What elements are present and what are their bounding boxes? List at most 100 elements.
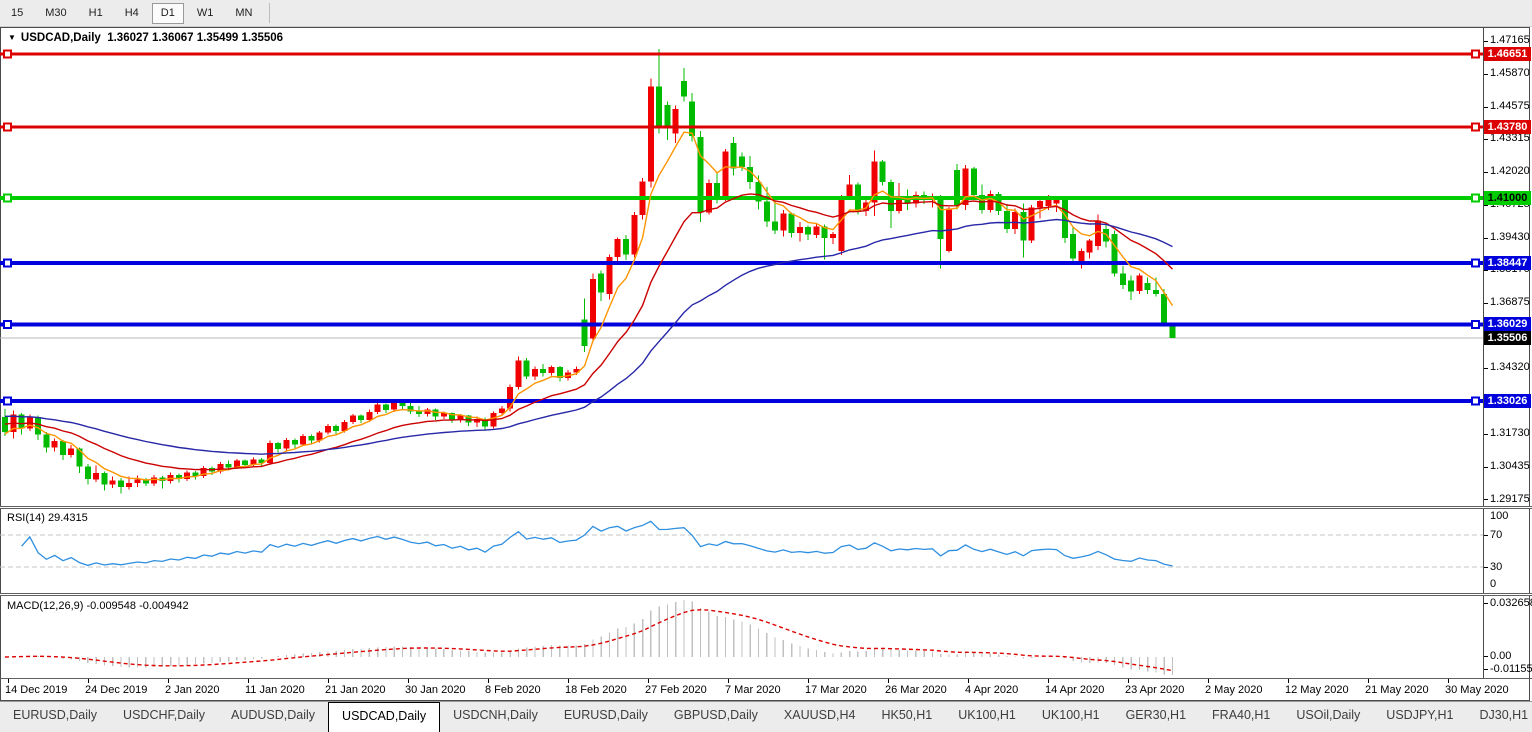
indicator-axis-tick: [1484, 603, 1488, 604]
price-axis-label: 1.31730: [1490, 427, 1530, 439]
price-axis-label: 1.30435: [1490, 460, 1530, 472]
hline-handle[interactable]: [1471, 193, 1480, 203]
date-axis-label: 30 Jan 2020: [405, 684, 466, 696]
date-axis-tick: [968, 679, 969, 683]
hline-handle[interactable]: [1471, 258, 1480, 268]
chart-ohlc-values: 1.36027 1.36067 1.35499 1.35506: [107, 32, 284, 44]
chart-tab-xauusd-h4[interactable]: XAUUSD,H4: [783, 708, 856, 722]
price-badge-1.35506: 1.35506: [1484, 331, 1531, 345]
price-axis-tick: [1484, 107, 1488, 108]
indicator-axis-label: 0: [1490, 578, 1497, 590]
timeframe-button-h4[interactable]: H4: [124, 6, 139, 19]
price-axis-tick: [1484, 238, 1488, 239]
timeframe-button-15[interactable]: 15: [11, 6, 24, 19]
price-axis-label: 1.47165: [1490, 34, 1530, 46]
hline-handle[interactable]: [1471, 49, 1480, 59]
chart-tab-usdchf-daily[interactable]: USDCHF,Daily: [123, 708, 205, 722]
price-badge-1.38447: 1.38447: [1484, 256, 1531, 270]
hline-handle[interactable]: [1471, 396, 1480, 406]
date-axis-label: 2 May 2020: [1205, 684, 1263, 696]
date-axis-label: 2 Jan 2020: [165, 684, 220, 696]
date-axis-tick: [1368, 679, 1369, 683]
chart-tab-gbpusd-daily[interactable]: GBPUSD,Daily: [673, 708, 758, 722]
price-axis-label: 1.45870: [1490, 67, 1530, 79]
price-axis-tick: [1484, 74, 1488, 75]
indicator-axis-tick: [1484, 567, 1488, 568]
toolbar-separator: [269, 3, 271, 23]
chart-tab-ger30-h1[interactable]: GER30,H1: [1125, 708, 1187, 722]
timeframe-button-w1[interactable]: W1: [196, 6, 214, 19]
date-axis-tick: [1288, 679, 1289, 683]
hline-handle[interactable]: [3, 396, 12, 406]
date-axis-label: 26 Mar 2020: [885, 684, 947, 696]
chart-title: ▼ USDCAD,Daily 1.36027 1.36067 1.35499 1.…: [8, 32, 283, 44]
price-axis-tick: [1484, 467, 1488, 468]
date-axis-label: 17 Mar 2020: [805, 684, 867, 696]
chart-tab-uk100-h1[interactable]: UK100,H1: [1041, 708, 1100, 722]
hline-handle[interactable]: [3, 193, 12, 203]
hline-handle[interactable]: [3, 319, 12, 329]
rsi-line: [21, 520, 1173, 567]
price-axis-tick: [1484, 172, 1488, 173]
price-axis-label: 1.29175: [1490, 493, 1530, 505]
hline-handle[interactable]: [3, 258, 12, 268]
date-axis-tick: [648, 679, 649, 683]
date-axis-label: 7 Mar 2020: [725, 684, 781, 696]
indicator-axis-label: -0.011558: [1490, 663, 1532, 675]
date-axis-tick: [1048, 679, 1049, 683]
date-axis-tick: [408, 679, 409, 683]
price-axis-tick: [1484, 270, 1488, 271]
hline-handle[interactable]: [1471, 319, 1480, 329]
timeframe-button-h1[interactable]: H1: [88, 6, 103, 19]
date-axis-label: 4 Apr 2020: [965, 684, 1019, 696]
timeframe-button-m30[interactable]: M30: [45, 6, 67, 19]
price-axis-label: 1.36875: [1490, 296, 1530, 308]
date-axis-label: 12 May 2020: [1285, 684, 1349, 696]
indicator-axis-label: 70: [1490, 529, 1503, 541]
price-badge-1.46651: 1.46651: [1484, 47, 1531, 61]
date-axis-tick: [168, 679, 169, 683]
moving-average-18: [4, 193, 1173, 471]
price-axis-tick: [1484, 434, 1488, 435]
hline-handle[interactable]: [3, 122, 12, 132]
price-badge-1.41000: 1.41000: [1484, 191, 1531, 205]
hline-handle[interactable]: [3, 49, 12, 59]
horizontal-lines[interactable]: [0, 49, 1483, 406]
timeframe-toolbar: 15 M30 H1 H4 D1 W1 MN: [0, 0, 1532, 27]
price-badge-1.36029: 1.36029: [1484, 317, 1531, 331]
price-badge-1.33026: 1.33026: [1484, 394, 1531, 408]
chart-tab-eurusd-daily[interactable]: EURUSD,Daily: [13, 708, 98, 722]
chart-tab-usdjpy-h1[interactable]: USDJPY,H1: [1386, 708, 1454, 722]
price-axis-label: 1.43315: [1490, 132, 1530, 144]
date-axis-label: 14 Dec 2019: [5, 684, 68, 696]
chart-tab-usdcad-daily[interactable]: USDCAD,Daily: [328, 702, 441, 732]
chart-tab-usoil-daily[interactable]: USOil,Daily: [1296, 708, 1361, 722]
macd-indicator-label: MACD(12,26,9) -0.009548 -0.004942: [7, 600, 189, 612]
hline-handle[interactable]: [1471, 122, 1480, 132]
rsi-value: 29.4315: [47, 512, 88, 524]
date-axis-label: 27 Feb 2020: [645, 684, 707, 696]
date-axis-label: 11 Jan 2020: [245, 684, 305, 696]
rsi-pane-separator[interactable]: [0, 506, 1532, 509]
timeframe-button-mn[interactable]: MN: [235, 6, 253, 19]
chart-tab-dj30-h1[interactable]: DJ30,H1: [1479, 708, 1529, 722]
date-axis-label: 23 Apr 2020: [1125, 684, 1185, 696]
chart-tab-audusd-daily[interactable]: AUDUSD,Daily: [231, 708, 316, 722]
date-axis-tick: [8, 679, 9, 683]
chart-tab-eurusd-daily[interactable]: EURUSD,Daily: [563, 708, 648, 722]
price-axis-tick: [1484, 303, 1488, 304]
indicator-axis-label: 30: [1490, 561, 1503, 573]
chart-symbol: USDCAD,Daily: [20, 32, 101, 44]
chart-tab-uk100-h1[interactable]: UK100,H1: [958, 708, 1016, 722]
macd-pane-separator[interactable]: [0, 593, 1532, 596]
chart-tab-hk50-h1[interactable]: HK50,H1: [881, 708, 933, 722]
rsi-name: RSI(14): [7, 512, 45, 524]
date-axis-tick: [88, 679, 89, 683]
timeframe-button-d1[interactable]: D1: [151, 2, 184, 24]
chart-menu-caret-icon[interactable]: ▼: [8, 33, 16, 42]
chart-tab-usdcnh-daily[interactable]: USDCNH,Daily: [453, 708, 538, 722]
macd-signal-line: [4, 609, 1173, 672]
chart-tab-fra40-h1[interactable]: FRA40,H1: [1212, 708, 1271, 722]
